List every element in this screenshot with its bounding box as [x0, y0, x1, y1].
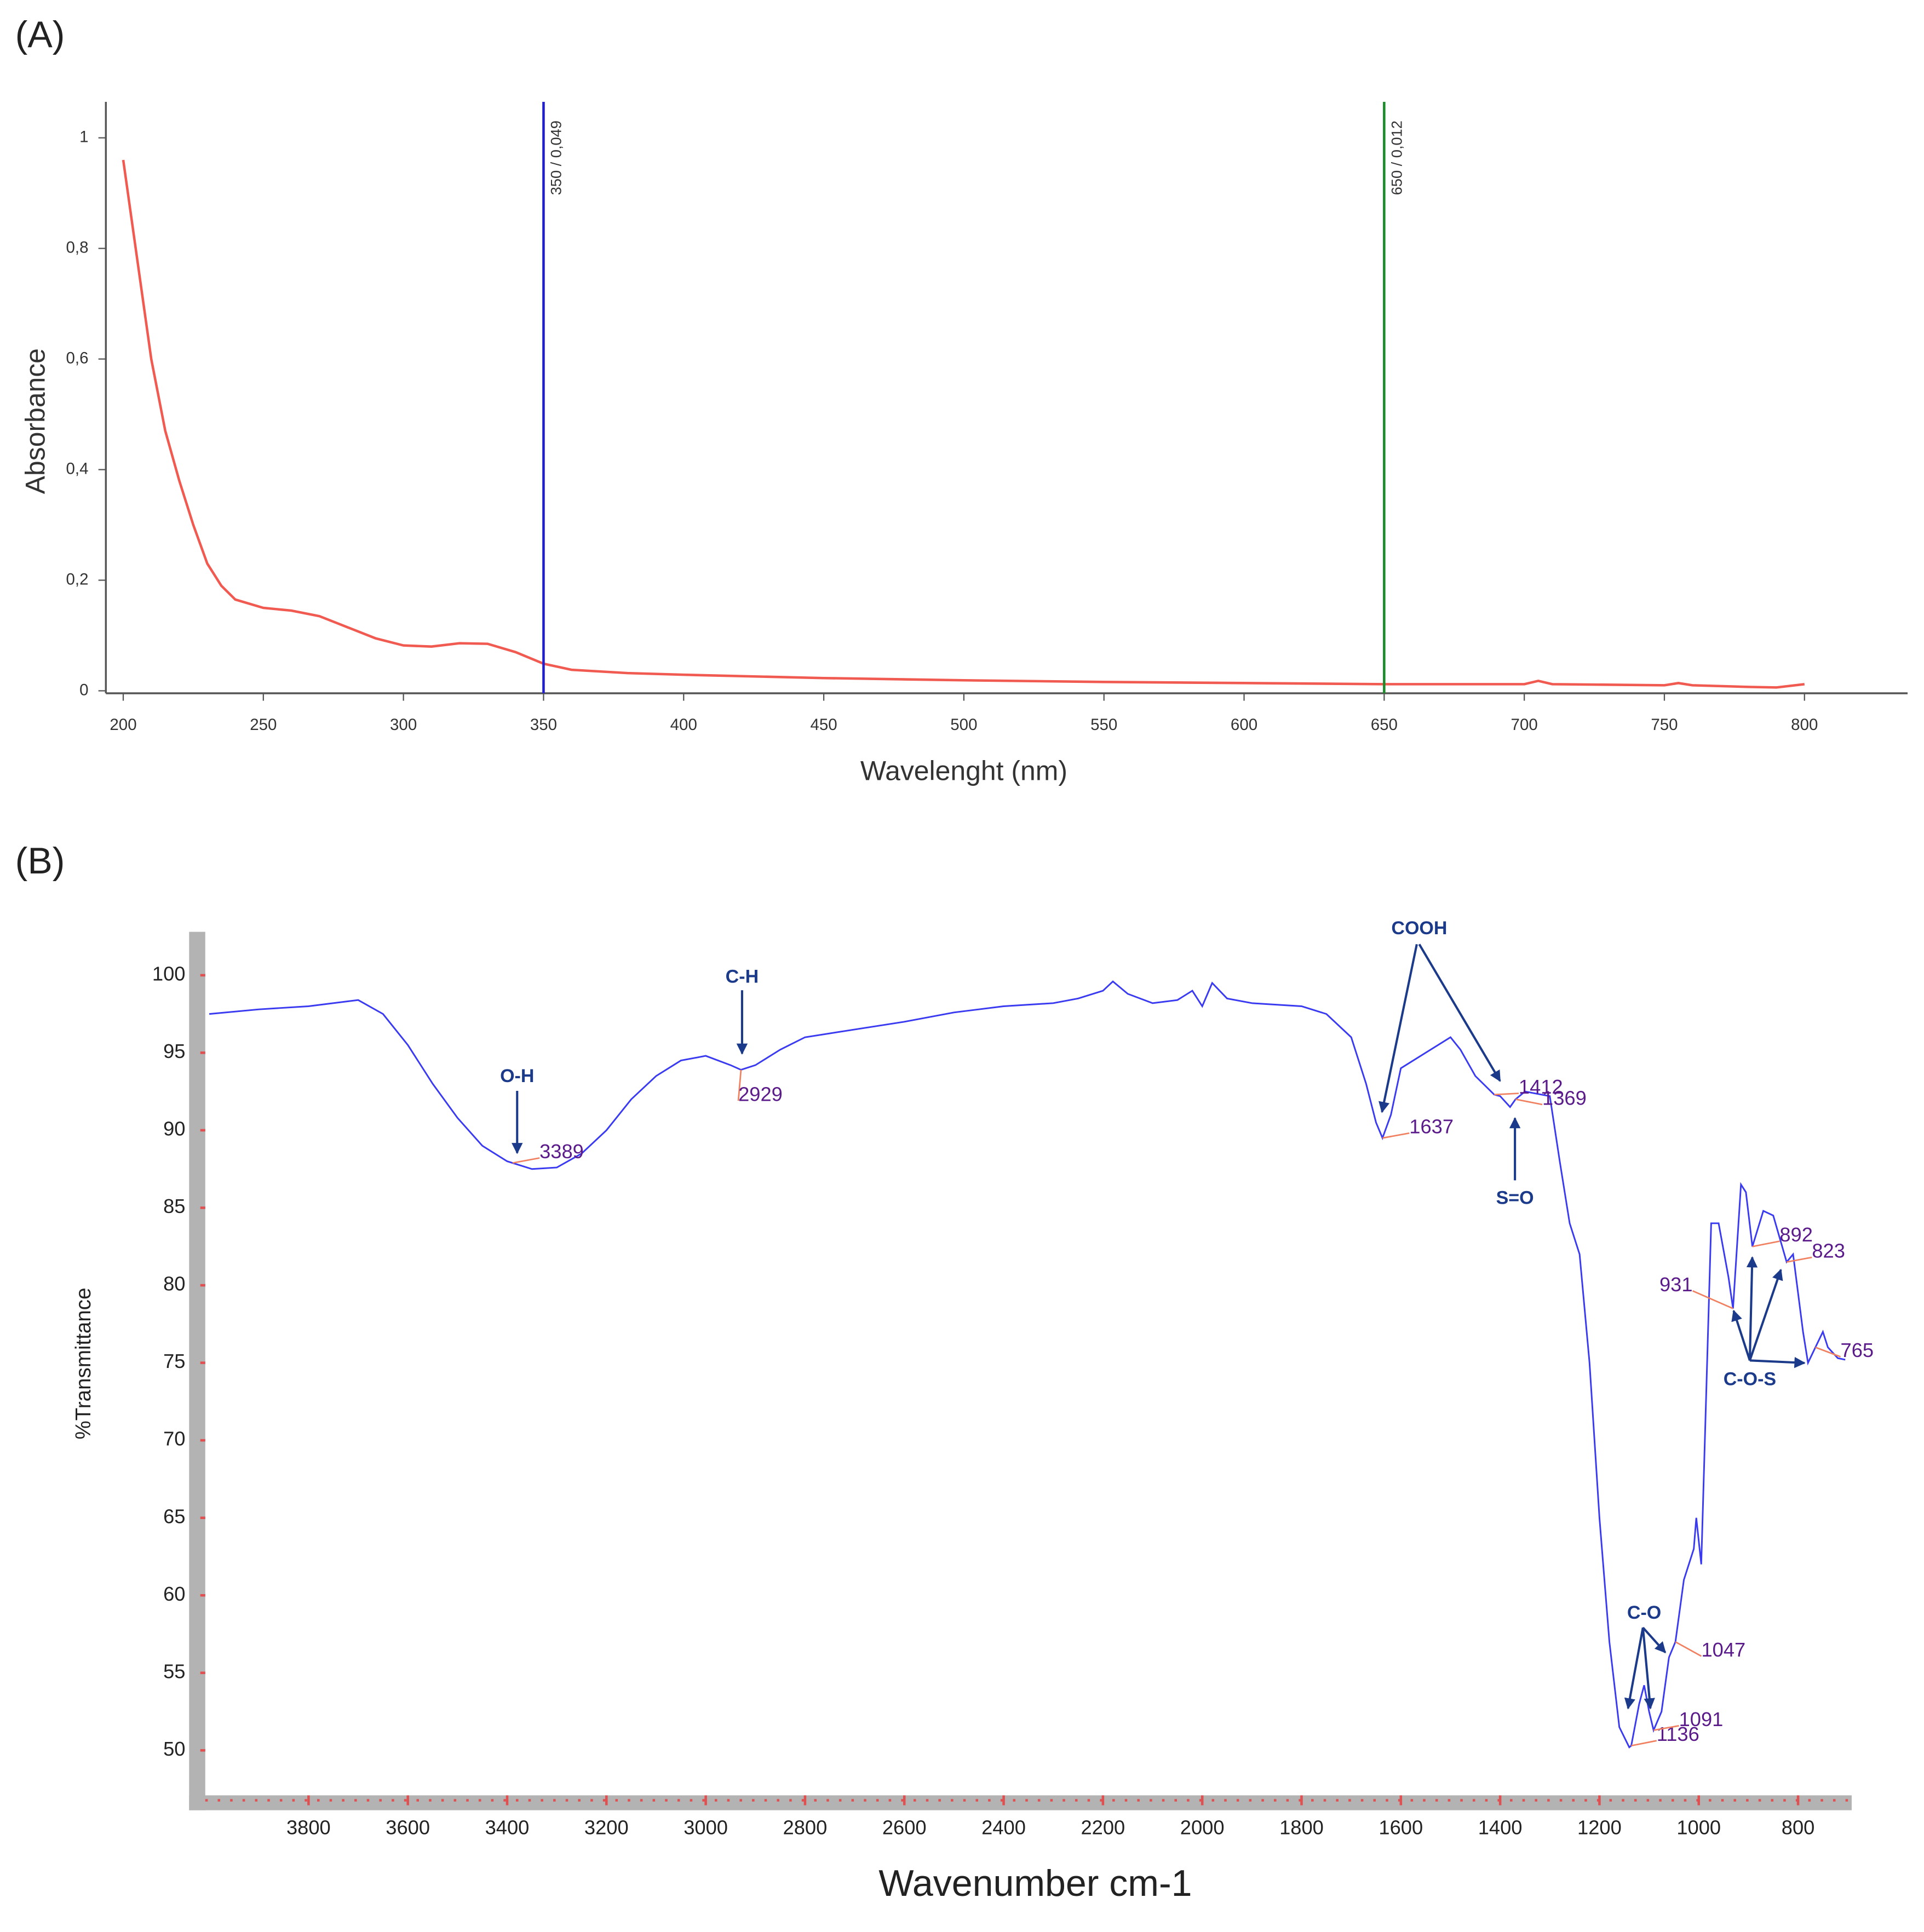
- peak-label: 1091: [1679, 1708, 1724, 1730]
- x-tick-label: 3600: [386, 1816, 430, 1838]
- peak-leader: [512, 1157, 540, 1164]
- x-tick-label: 500: [950, 716, 977, 734]
- peak-label: 1047: [1701, 1638, 1745, 1661]
- x-axis-bar: [189, 1795, 1852, 1810]
- y-tick-label: 75: [163, 1350, 185, 1372]
- annotation-arrow: [1624, 1627, 1644, 1710]
- y-tick-label: 0,6: [66, 349, 89, 367]
- x-tick-label: 300: [390, 716, 417, 734]
- peak-leader: [1692, 1290, 1733, 1309]
- panel-label: (A): [15, 14, 65, 55]
- annotation-label: C-O: [1627, 1602, 1661, 1623]
- annotation-label: COOH: [1391, 918, 1447, 939]
- peak-label: 1369: [1542, 1086, 1587, 1109]
- x-tick-label: 3800: [286, 1816, 331, 1838]
- x-tick-label: 750: [1651, 716, 1678, 734]
- panel-label: (B): [15, 840, 65, 882]
- peak-leader: [1494, 1092, 1519, 1096]
- y-axis-title: Absorbance: [20, 348, 51, 494]
- x-tick-label: 200: [110, 716, 136, 734]
- x-tick-label: 250: [250, 716, 277, 734]
- x-tick-label: 550: [1090, 716, 1117, 734]
- y-tick-label: 0,8: [66, 238, 89, 256]
- y-tick-label: 55: [163, 1660, 185, 1682]
- peak-label: 823: [1812, 1240, 1845, 1262]
- peak-label: 1637: [1409, 1116, 1454, 1138]
- data-line: [122, 159, 1805, 689]
- marker-label: 350 / 0,049: [548, 120, 565, 195]
- x-tick-label: 2800: [783, 1816, 828, 1838]
- x-tick-label: 700: [1511, 716, 1538, 734]
- marker-label: 650 / 0,012: [1388, 120, 1405, 195]
- annotation-arrow: [1731, 1309, 1751, 1361]
- x-tick-label: 400: [670, 716, 697, 734]
- x-tick-label: 800: [1782, 1816, 1815, 1838]
- peak-leader: [1675, 1641, 1702, 1657]
- x-tick-label: 3200: [584, 1816, 629, 1838]
- peak-label: 892: [1779, 1223, 1813, 1246]
- x-tick-label: 1000: [1676, 1816, 1721, 1838]
- x-tick-label: 3400: [485, 1816, 530, 1838]
- peak-label: 765: [1841, 1339, 1874, 1361]
- peak-leader: [1631, 1740, 1657, 1747]
- x-tick-label: 2400: [981, 1816, 1026, 1838]
- x-tick-label: 600: [1231, 716, 1257, 734]
- y-tick-label: 95: [163, 1040, 185, 1062]
- y-tick-label: 80: [163, 1273, 185, 1295]
- x-tick-label: 650: [1371, 716, 1398, 734]
- annotation-label: O-H: [500, 1066, 534, 1086]
- y-tick-label: 60: [163, 1583, 185, 1605]
- annotation-arrow: [1642, 1626, 1667, 1654]
- peak-leader: [1382, 1132, 1410, 1139]
- peak-label: 3389: [539, 1140, 584, 1163]
- x-tick-label: 2000: [1180, 1816, 1225, 1838]
- annotation-arrow: [1746, 1256, 1758, 1361]
- x-tick-label: 800: [1791, 716, 1818, 734]
- y-tick-label: 0,4: [66, 459, 89, 478]
- peak-leader: [737, 1070, 742, 1101]
- y-tick-label: 65: [163, 1505, 185, 1527]
- y-tick-label: 1: [79, 128, 88, 146]
- annotation-arrow: [1379, 944, 1418, 1113]
- y-tick-label: 0: [79, 681, 88, 699]
- x-tick-label: 2200: [1081, 1816, 1125, 1838]
- y-tick-label: 50: [163, 1738, 185, 1760]
- x-axis-title: Wavenumber cm-1: [878, 1862, 1192, 1904]
- x-tick-label: 1200: [1577, 1816, 1622, 1838]
- peak-leader: [1515, 1099, 1543, 1106]
- x-tick-label: 350: [530, 716, 557, 734]
- peak-leader: [1752, 1240, 1780, 1247]
- annotation-arrow: [1749, 1356, 1806, 1369]
- annotation-label: C-H: [726, 967, 759, 987]
- annotation-arrow: [1748, 1268, 1783, 1361]
- annotation-arrow: [1641, 1627, 1655, 1710]
- x-tick-label: 2600: [882, 1816, 927, 1838]
- x-tick-label: 1400: [1478, 1816, 1523, 1838]
- peak-leader: [1815, 1347, 1841, 1358]
- x-tick-label: 1600: [1379, 1816, 1423, 1838]
- data-line: [209, 980, 1846, 1749]
- y-tick-label: 90: [163, 1118, 185, 1140]
- x-tick-label: 3000: [684, 1816, 728, 1838]
- annotation-label: S=O: [1496, 1187, 1534, 1208]
- peak-leader: [1786, 1256, 1812, 1263]
- peak-label: 1412: [1519, 1076, 1563, 1098]
- y-axis-title: %Transmittance: [72, 1287, 95, 1439]
- y-tick-label: 0,2: [66, 570, 89, 588]
- y-tick-label: 85: [163, 1195, 185, 1217]
- y-tick-label: 70: [163, 1428, 185, 1450]
- y-axis-bar: [189, 932, 205, 1810]
- x-axis-title: Wavelenght (nm): [860, 755, 1067, 786]
- annotation-arrow: [1418, 944, 1501, 1082]
- x-tick-label: 450: [810, 716, 837, 734]
- annotation-label: C-O-S: [1724, 1369, 1776, 1390]
- peak-label: 931: [1659, 1273, 1693, 1296]
- peak-leader: [1653, 1725, 1679, 1731]
- x-tick-label: 1800: [1279, 1816, 1324, 1838]
- y-tick-label: 100: [152, 962, 186, 985]
- peak-label: 2929: [738, 1083, 783, 1106]
